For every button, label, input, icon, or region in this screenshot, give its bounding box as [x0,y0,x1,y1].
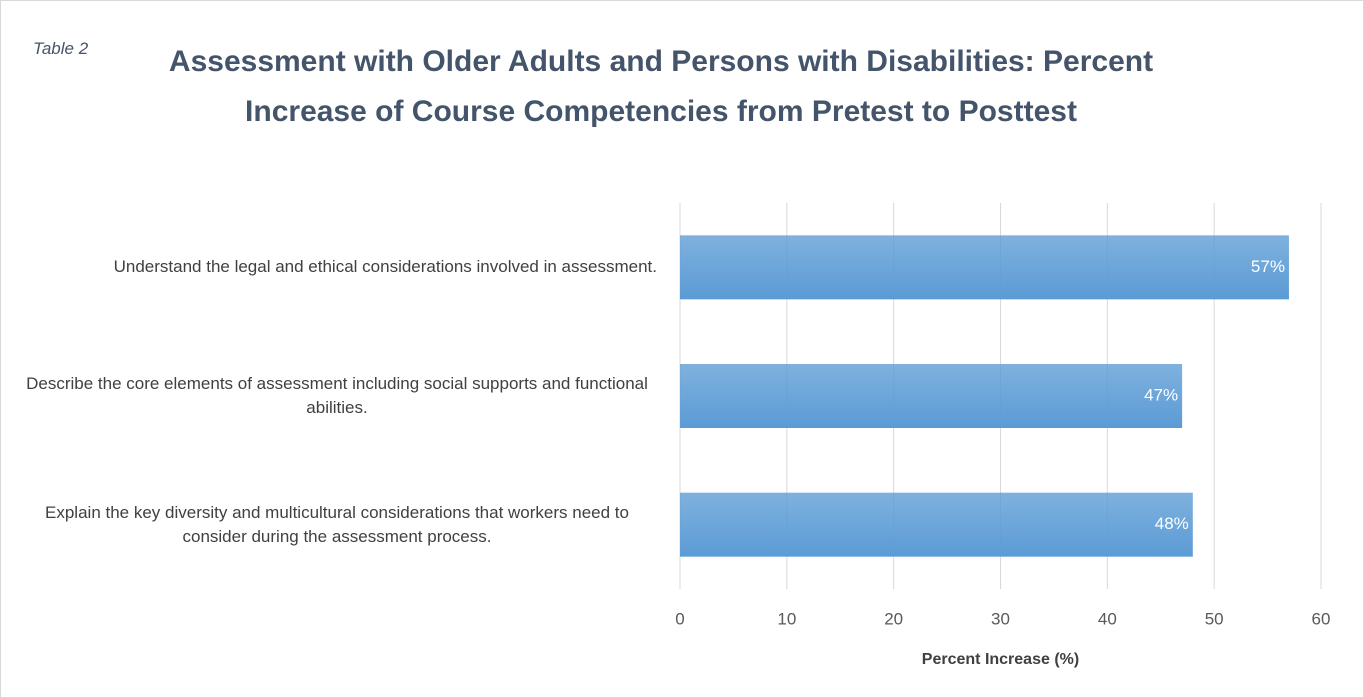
y-tick-label: Explain the key diversity and multicultu… [45,502,629,546]
y-tick-label: Understand the legal and ethical conside… [113,257,657,277]
bar [680,364,1183,428]
x-tick-label: 60 [1312,609,1331,628]
bar [680,492,1193,557]
x-tick-label: 40 [1098,609,1117,628]
value-label: 57% [1251,257,1285,276]
bar [680,235,1289,300]
value-label: 47% [1144,385,1178,404]
x-axis-title: Percent Increase (%) [922,651,1079,668]
table-note: Table 2 [33,39,89,58]
x-tick-label: 10 [777,609,796,628]
x-tick-label: 20 [884,609,903,628]
y-tick-label: Describe the core elements of assessment… [26,374,648,417]
x-tick-label: 0 [675,609,684,628]
x-tick-label: 50 [1205,609,1224,628]
chart-title: Assessment with Older Adults and Persons… [168,45,1154,128]
x-tick-label: 30 [991,609,1010,628]
value-label: 48% [1155,514,1189,533]
